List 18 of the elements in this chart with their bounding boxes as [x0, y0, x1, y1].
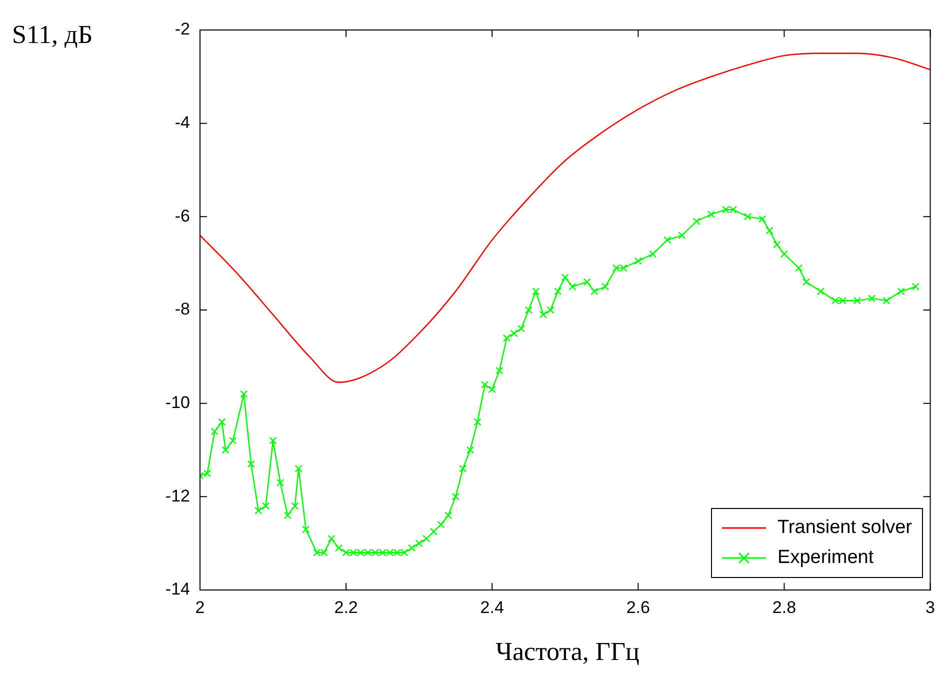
x-axis-title: Частота, ГГц — [494, 637, 640, 667]
x-tick-label: 2.4 — [480, 598, 504, 617]
y-axis-title: S11, дБ — [12, 20, 93, 50]
x-tick-label: 2.6 — [626, 598, 650, 617]
y-tick-label: -12 — [165, 486, 190, 506]
y-tick-label: -4 — [174, 113, 190, 132]
y-tick-label: -14 — [165, 580, 190, 599]
x-tick-label: 2.8 — [772, 598, 796, 617]
y-tick-label: -10 — [165, 393, 190, 412]
x-tick-label: 2.2 — [334, 598, 358, 617]
y-tick-label: -6 — [174, 206, 190, 226]
x-tick-label: 3 — [926, 598, 936, 617]
y-tick-label: -2 — [174, 20, 190, 39]
x-tick-label: 2 — [195, 598, 205, 617]
line-series — [200, 52, 930, 383]
legend-label: Experiment — [778, 546, 874, 570]
legend-label: Transient solver — [778, 516, 912, 540]
y-tick-label: -8 — [174, 300, 190, 319]
